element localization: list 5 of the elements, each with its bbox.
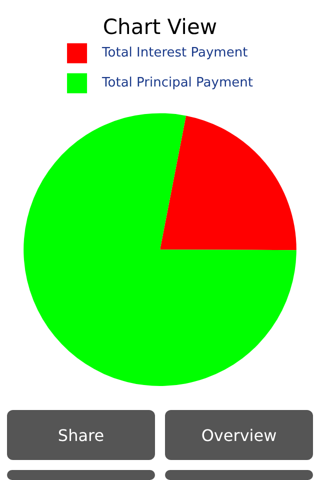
button: Overview <box>165 410 313 460</box>
legend-label: Total Principal Payment <box>101 76 253 91</box>
chart-title: Chart View <box>102 15 218 40</box>
button: Share <box>7 410 155 460</box>
legend-label: Total Interest Payment <box>101 46 248 61</box>
